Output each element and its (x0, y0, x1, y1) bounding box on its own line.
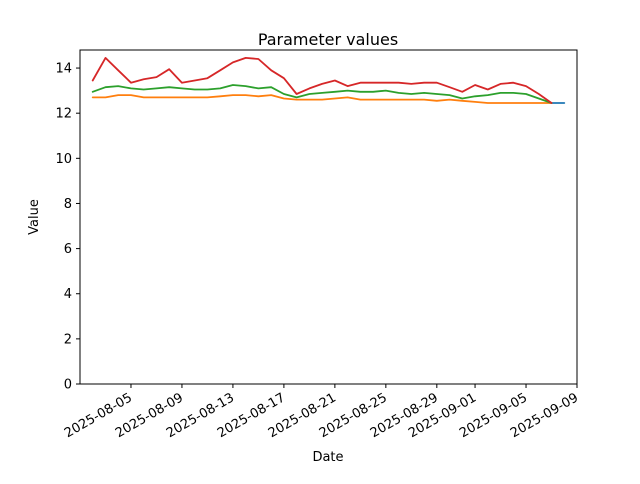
axes: 024681012142025-08-052025-08-092025-08-1… (55, 49, 581, 441)
x-axis-label: Date (312, 450, 343, 465)
series-lines (91, 57, 566, 104)
series-red-line (91, 57, 553, 104)
y-tick-label: 14 (55, 62, 72, 77)
y-tick-label: 10 (55, 152, 72, 167)
plot-border (79, 49, 578, 385)
y-tick-label: 6 (64, 242, 72, 257)
y-tick-label: 12 (55, 107, 72, 122)
chart-title: Parameter values (258, 30, 398, 49)
y-tick-label: 4 (64, 287, 72, 302)
y-axis-label: Value (27, 199, 42, 235)
series-orange-line (91, 94, 553, 104)
y-tick-label: 0 (64, 378, 72, 393)
series-green-line (91, 84, 553, 104)
y-tick-label: 2 (64, 332, 72, 347)
y-tick-label: 8 (64, 197, 72, 212)
